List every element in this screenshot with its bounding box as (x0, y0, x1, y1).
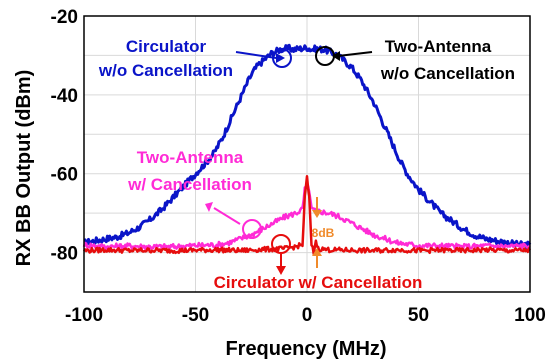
annotation-circulator-wo-line1: Circulator (126, 37, 207, 56)
x-tick-labels: -100 -50 0 50 100 (65, 305, 546, 326)
x-tick-label: -50 (182, 305, 209, 326)
annotation-two-antenna-w-line2: w/ Cancellation (127, 175, 252, 194)
x-axis-label: Frequency (MHz) (225, 338, 386, 360)
arrowhead-two-antenna-w (205, 202, 213, 212)
x-tick-label: 50 (408, 305, 429, 326)
x-tick-label: -100 (65, 305, 103, 326)
y-tick-label: -60 (51, 165, 78, 186)
arrowhead-circulator-wo (276, 53, 285, 63)
series-layer (82, 43, 532, 256)
annotations: Circulator w/o Cancellation Two-Antenna … (98, 37, 515, 292)
y-axis-label: RX BB Output (dBm) (13, 70, 35, 267)
annotation-circulator-wo-line2: w/o Cancellation (98, 61, 233, 80)
y-tick-labels: -20 -40 -60 -80 (51, 7, 78, 265)
plot-frame (83, 15, 531, 293)
gap-label: 8dB (312, 226, 335, 240)
marker-circle-red (271, 234, 291, 254)
marker-circle-blue (272, 48, 292, 68)
x-tick-label: 0 (302, 305, 313, 326)
gap-arrowhead-bottom (312, 248, 322, 256)
y-tick-label: -80 (51, 244, 78, 265)
gap-arrowhead-top (312, 210, 322, 218)
arrow-two-antenna-w (213, 207, 241, 225)
x-tick-label: 100 (514, 305, 546, 326)
y-tick-label: -20 (51, 7, 78, 28)
marker-circle-magenta (242, 219, 262, 239)
series-line-0 (83, 43, 532, 250)
annotation-two-antenna-wo-line1: Two-Antenna (385, 37, 492, 56)
annotation-two-antenna-w-line1: Two-Antenna (137, 148, 244, 167)
arrowhead-circulator-w (276, 266, 286, 275)
arrow-circulator-wo (235, 51, 277, 59)
series-line-2 (82, 174, 532, 256)
arrow-two-antenna-wo (337, 51, 373, 57)
y-tick-label: -40 (51, 86, 78, 107)
annotation-circulator-w: Circulator w/ Cancellation (214, 273, 423, 292)
arrowhead-two-antenna-wo (332, 51, 340, 61)
annotation-two-antenna-wo-line2: w/o Cancellation (380, 64, 515, 83)
